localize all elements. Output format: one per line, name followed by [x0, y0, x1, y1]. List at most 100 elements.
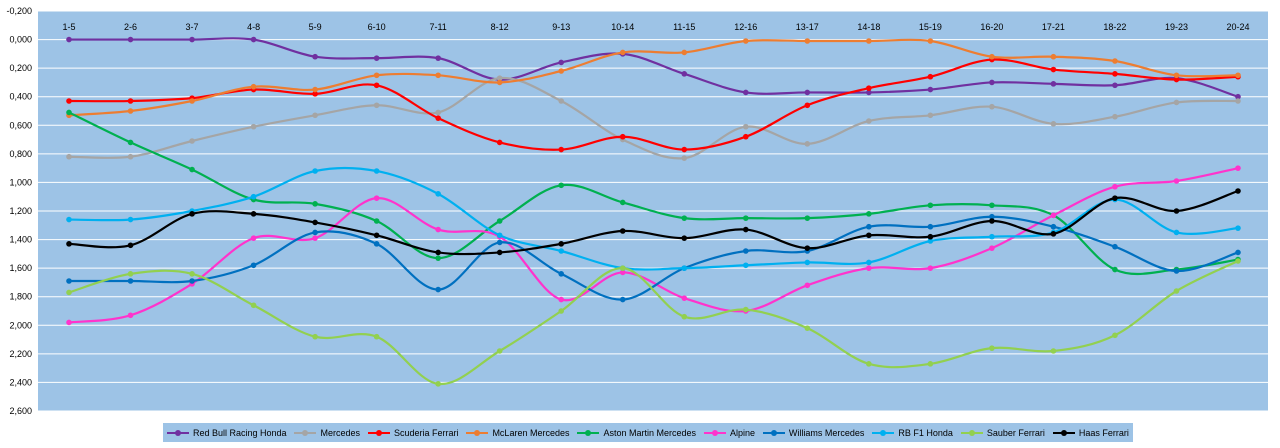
legend-label: Red Bull Racing Honda: [192, 427, 287, 438]
x-tick-label: 10-14: [611, 22, 634, 32]
data-point: [742, 38, 749, 44]
data-point: [66, 289, 72, 296]
data-point: [1112, 58, 1118, 64]
data-point: [373, 195, 380, 201]
legend-label: Alpine: [729, 427, 755, 438]
data-point: [189, 211, 195, 217]
data-point: [681, 155, 688, 161]
data-point: [927, 233, 934, 240]
legend-label: Williams Mercedes: [788, 427, 865, 438]
series-line: [68, 76, 1239, 160]
data-point: [681, 235, 688, 241]
data-point: [1173, 178, 1180, 184]
y-tick-label: 0,000: [9, 35, 32, 45]
data-point: [189, 278, 195, 284]
data-point: [312, 333, 318, 340]
legend-swatch: [960, 428, 983, 438]
x-tick-label: 16-20: [980, 22, 1003, 32]
data-point: [619, 265, 626, 271]
data-point: [189, 166, 195, 173]
y-tick-label: -0,200: [6, 6, 32, 16]
data-point: [927, 86, 934, 93]
data-point: [558, 296, 565, 303]
legend-label: McLaren Mercedes: [492, 427, 570, 438]
data-point: [312, 235, 318, 241]
data-point: [312, 201, 318, 207]
data-point: [1112, 332, 1118, 339]
data-point: [681, 49, 688, 56]
legend-item: Haas Ferrari: [1052, 428, 1129, 438]
data-point: [496, 239, 503, 246]
data-point: [373, 232, 380, 239]
x-tick-label: 1-5: [62, 22, 75, 32]
data-point: [1050, 212, 1057, 219]
data-point: [1112, 195, 1118, 201]
data-point: [681, 313, 688, 320]
data-point: [189, 271, 195, 277]
data-point: [742, 133, 749, 140]
data-point: [435, 72, 441, 79]
y-tick-label: 1,200: [9, 206, 32, 216]
data-point: [989, 103, 995, 110]
data-point: [373, 55, 380, 61]
data-point: [1112, 82, 1118, 89]
data-point: [1235, 93, 1241, 100]
data-point: [927, 73, 934, 80]
data-point: [742, 89, 749, 96]
data-point: [1235, 258, 1241, 264]
data-point: [373, 168, 380, 174]
series-line: [68, 260, 1239, 385]
legend-swatch: [1052, 428, 1075, 438]
data-point: [866, 118, 872, 124]
data-point: [1112, 113, 1118, 120]
legend-label: Scuderia Ferrari: [393, 427, 459, 438]
data-point: [435, 226, 441, 233]
data-point: [742, 215, 749, 221]
data-point: [742, 123, 749, 130]
data-point: [127, 312, 134, 319]
data-point: [989, 218, 995, 224]
data-point: [435, 249, 441, 256]
data-point: [189, 138, 195, 144]
data-point: [496, 218, 503, 224]
legend-label: Sauber Ferrari: [986, 427, 1045, 438]
data-point: [189, 36, 195, 43]
data-point: [619, 133, 626, 140]
data-point: [1112, 266, 1118, 273]
data-point: [558, 248, 565, 254]
data-point: [989, 233, 995, 240]
data-point: [989, 245, 995, 251]
data-point: [373, 218, 380, 224]
series-line: [69, 37, 1239, 98]
data-point: [1173, 208, 1180, 214]
y-tick-label: 2,400: [9, 377, 32, 387]
data-point: [66, 98, 72, 104]
data-point: [250, 302, 257, 309]
data-point: [1112, 71, 1118, 77]
data-point: [804, 282, 811, 289]
data-point: [66, 109, 72, 116]
x-tick-label: 6-10: [368, 22, 386, 32]
data-point: [127, 242, 134, 249]
data-point: [681, 146, 688, 153]
data-point: [866, 265, 872, 271]
legend-item: Red Bull Racing Honda: [166, 427, 287, 438]
data-point: [1050, 223, 1057, 230]
data-point: [927, 202, 934, 209]
data-point: [66, 216, 72, 223]
legend-item: RB F1 Honda: [872, 428, 953, 438]
data-point: [866, 361, 872, 367]
data-point: [435, 109, 441, 116]
series-line: [68, 58, 1239, 151]
data-point: [1235, 225, 1241, 231]
data-point: [1173, 288, 1180, 294]
data-point: [558, 241, 565, 247]
series-1: [66, 75, 1241, 161]
x-tick-label: 4-8: [247, 22, 260, 32]
x-tick-label: 17-21: [1042, 22, 1065, 32]
data-point: [1050, 53, 1057, 60]
data-point: [866, 211, 872, 217]
legend-item: Williams Mercedes: [762, 427, 865, 438]
data-point: [1112, 243, 1118, 250]
x-tick-label: 19-23: [1165, 22, 1188, 32]
